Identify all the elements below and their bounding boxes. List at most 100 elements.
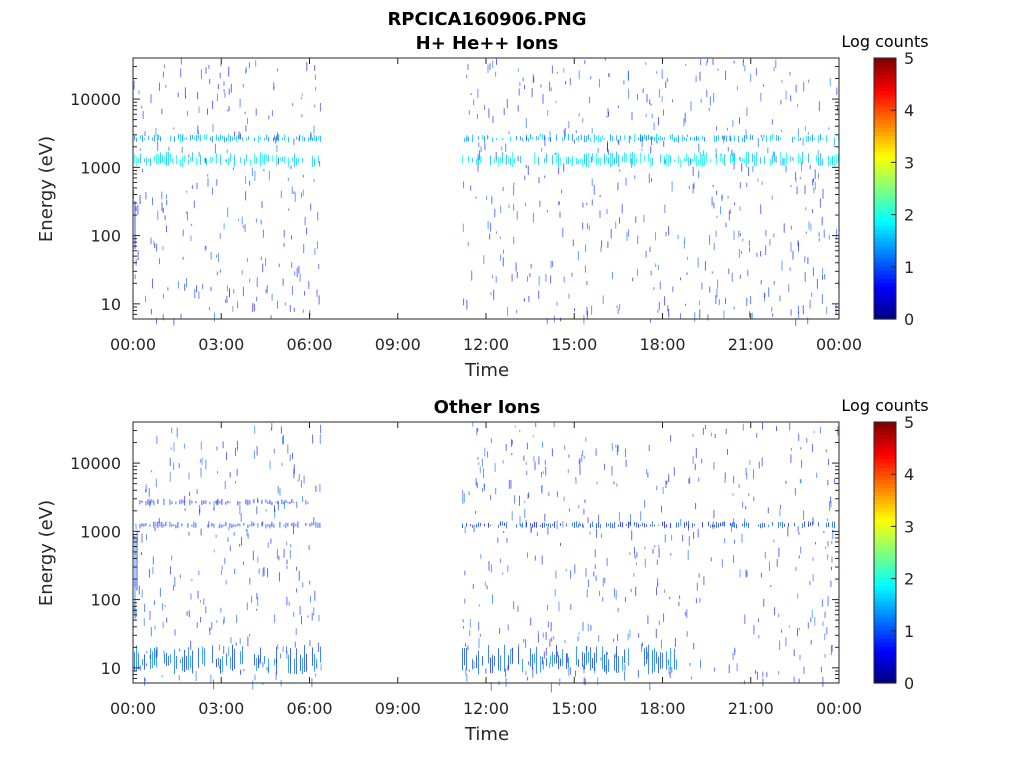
colorbar-tick-label: 2 xyxy=(904,570,914,589)
y-tick-label: 100 xyxy=(90,591,121,610)
colorbar-segment xyxy=(874,528,896,533)
colorbar-segment xyxy=(874,613,896,619)
x-tick-label: 03:00 xyxy=(198,335,244,354)
colorbar-tick-label: 3 xyxy=(904,153,914,172)
colorbar-segment xyxy=(874,670,896,676)
colorbar-segment xyxy=(874,646,896,651)
colorbar-segment xyxy=(874,274,896,279)
panel-bottom-spectrogram xyxy=(133,422,840,693)
panel-top-colorbar-label: Log counts xyxy=(841,32,928,51)
colorbar-segment xyxy=(874,237,896,243)
colorbar-segment xyxy=(874,540,896,545)
panel-bottom-xlabel: Time xyxy=(464,724,509,745)
colorbar-frame xyxy=(873,421,897,684)
colorbar-segment xyxy=(874,442,896,448)
colorbar-segment xyxy=(874,314,896,320)
colorbar-segment xyxy=(874,290,896,296)
colorbar-segment xyxy=(874,450,896,456)
x-tick-label: 06:00 xyxy=(286,699,332,718)
x-tick-label: 00:00 xyxy=(110,699,156,718)
colorbar-segment xyxy=(874,212,896,218)
colorbar-segment xyxy=(874,678,896,684)
colorbar-frame xyxy=(873,57,897,320)
x-tick-label: 21:00 xyxy=(728,699,774,718)
x-tick-label: 03:00 xyxy=(198,699,244,718)
x-tick-label: 18:00 xyxy=(639,699,685,718)
colorbar-segment xyxy=(874,200,896,206)
colorbar-tick-label: 5 xyxy=(904,413,914,432)
panel-bottom-colorbar: 0 1 2 3 4 5 xyxy=(873,413,914,693)
colorbar-segment xyxy=(874,302,896,308)
x-tick-label: 18:00 xyxy=(639,335,685,354)
colorbar-segment xyxy=(874,560,896,566)
colorbar-segment xyxy=(874,270,896,275)
colorbar-tick-label: 1 xyxy=(904,622,914,641)
colorbar-segment xyxy=(874,589,896,594)
colorbar-segment xyxy=(874,217,896,222)
colorbar-segment xyxy=(874,503,896,509)
colorbar-segment xyxy=(874,434,896,439)
colorbar-tick-label: 3 xyxy=(904,517,914,536)
colorbar-segment xyxy=(874,90,896,96)
colorbar-segment xyxy=(874,621,896,627)
colorbar-segment xyxy=(874,123,896,128)
x-tick-label: 06:00 xyxy=(286,335,332,354)
colorbar-segment xyxy=(874,265,896,271)
panel-top: H+ He++ Ions 00:00 03:00 06:00 09:00 12:00 15… xyxy=(36,32,929,381)
colorbar-segment xyxy=(874,544,896,550)
colorbar-segment xyxy=(874,180,896,186)
colorbar-segment xyxy=(874,511,896,517)
colorbar-segment xyxy=(874,470,896,476)
x-tick-label: 09:00 xyxy=(375,699,421,718)
panel-bottom-colorbar-label: Log counts xyxy=(841,396,928,415)
colorbar-segment xyxy=(874,495,896,501)
colorbar-segment xyxy=(874,286,896,292)
colorbar-segment xyxy=(874,638,896,643)
colorbar-segment xyxy=(874,625,896,631)
colorbar-segment xyxy=(874,78,896,84)
colorbar-segment xyxy=(874,135,896,141)
colorbar-segment xyxy=(874,192,896,198)
colorbar-segment xyxy=(874,249,896,255)
colorbar-segment xyxy=(874,176,896,181)
colorbar-segment xyxy=(874,111,896,116)
colorbar-tick-label: 0 xyxy=(904,674,914,693)
y-tick-label: 10 xyxy=(101,295,121,314)
colorbar-tick-label: 1 xyxy=(904,258,914,277)
colorbar-segment xyxy=(874,466,896,472)
colorbar-segment xyxy=(874,462,896,468)
panel-bottom-axes-box xyxy=(132,421,840,684)
colorbar-segment xyxy=(874,168,896,173)
colorbar-segment xyxy=(874,658,896,664)
colorbar-segment xyxy=(874,515,896,521)
colorbar-segment xyxy=(874,66,896,71)
colorbar-segment xyxy=(874,597,896,603)
x-tick-label: 00:00 xyxy=(110,335,156,354)
panel-top-title: H+ He++ Ions xyxy=(416,33,559,54)
colorbar-segment xyxy=(874,306,896,312)
colorbar-segment xyxy=(874,196,896,202)
colorbar-segment xyxy=(874,523,896,529)
colorbar-segment xyxy=(874,155,896,161)
colorbar-tick-label: 5 xyxy=(904,49,914,68)
colorbar-segment xyxy=(874,184,896,190)
colorbar-segment xyxy=(874,241,896,247)
colorbar-segment xyxy=(874,298,896,304)
colorbar-segment xyxy=(874,62,896,67)
colorbar-segment xyxy=(874,438,896,443)
colorbar-segment xyxy=(874,487,896,492)
colorbar-segment xyxy=(874,536,896,541)
panel-top-xlabel: Time xyxy=(464,360,509,381)
y-tick-label: 1000 xyxy=(80,522,121,541)
colorbar-segment xyxy=(874,229,896,234)
panel-top-axes-box xyxy=(132,57,840,320)
colorbar-segment xyxy=(874,568,896,574)
x-tick-label: 12:00 xyxy=(463,335,509,354)
colorbar-segment xyxy=(874,139,896,145)
colorbar-segment xyxy=(874,585,896,590)
x-tick-label: 21:00 xyxy=(728,335,774,354)
panel-bottom-ylabel: Energy (eV) xyxy=(36,500,57,606)
colorbar-segment xyxy=(874,119,896,124)
colorbar-segment xyxy=(874,58,896,63)
